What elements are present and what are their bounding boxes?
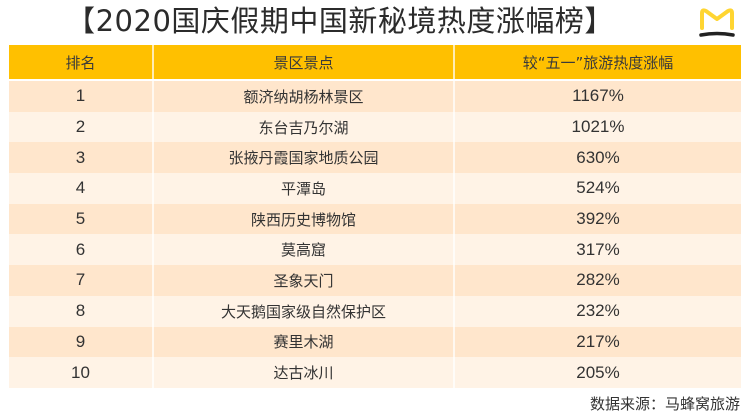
growth-cell: 232% [576,301,620,321]
growth-cell: 1167% [572,86,624,106]
rank-cell: 3 [9,142,154,174]
spot-name-cell: 陕西历史博物馆 [154,203,455,235]
table-row: 4 平潭岛 524% [9,173,741,204]
spot-name-cell: 额济纳胡杨林景区 [154,81,455,112]
table-header-row: 排名 景区景点 较“五一”旅游热度涨幅 [9,45,741,79]
spot-name-cell: 张掖丹霞国家地质公园 [154,142,455,174]
table-row: 7 圣象天门 282% [9,265,741,296]
growth-cell: 217% [576,331,620,351]
spot-name-cell: 东台吉乃尔湖 [154,111,455,143]
rank-cell: 10 [9,357,154,388]
spot-name-cell: 大天鹅国家级自然保护区 [154,295,455,327]
table-row: 8 大天鹅国家级自然保护区 232% [9,295,741,327]
ranking-table: 排名 景区景点 较“五一”旅游热度涨幅 1 额济纳胡杨林景区 1167% 2 东… [9,45,741,388]
growth-cell: 1021% [571,117,625,137]
table-row: 6 莫高窟 317% [9,234,741,266]
table-row: 9 赛里木湖 217% [9,326,741,358]
growth-cell: 392% [576,209,620,229]
table-row: 1 额济纳胡杨林景区 1167% [9,81,741,112]
page-title: 【2020国庆假期中国新秘境热度涨幅榜】 [66,4,614,38]
data-source-note: 数据来源：马蜂窝旅游 [589,395,740,413]
growth-cell: 205% [576,362,620,382]
spot-name-cell: 平潭岛 [154,173,455,204]
spot-name-cell: 圣象天门 [154,265,455,296]
rank-cell: 8 [9,295,154,327]
rank-cell: 9 [9,326,154,358]
rank-cell: 7 [9,265,154,296]
header-rank: 排名 [9,45,154,79]
growth-cell: 630% [576,147,620,167]
spot-name-cell: 赛里木湖 [154,326,455,358]
growth-cell: 524% [576,178,620,198]
spot-name-cell: 达古冰川 [154,357,455,388]
table-row: 5 陕西历史博物馆 392% [9,203,741,235]
rank-cell: 2 [9,111,154,143]
mafengwo-logo-icon [697,6,737,40]
rank-cell: 6 [9,234,154,266]
rank-cell: 5 [9,203,154,235]
rank-cell: 1 [9,81,154,112]
header-scenic-spot: 景区景点 [154,45,455,79]
table-row: 2 东台吉乃尔湖 1021% [9,111,741,143]
table-row: 3 张掖丹霞国家地质公园 630% [9,142,741,174]
spot-name-cell: 莫高窟 [154,234,455,266]
header-growth: 较“五一”旅游热度涨幅 [522,53,674,72]
growth-cell: 282% [576,270,620,290]
rank-cell: 4 [9,173,154,204]
table-row: 10 达古冰川 205% [9,357,741,388]
growth-cell: 317% [576,239,620,259]
